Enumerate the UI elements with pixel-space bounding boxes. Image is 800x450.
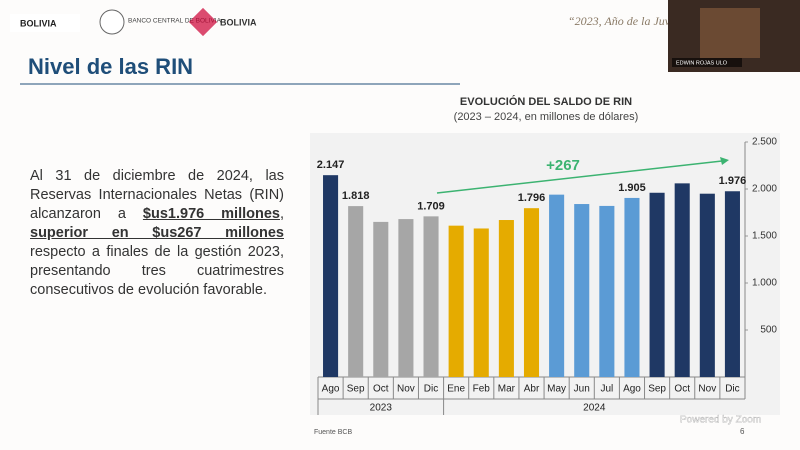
body-span: , [279, 206, 285, 222]
bar [373, 221, 389, 377]
page-number: 6 [740, 427, 745, 436]
y-tick-label: 1.500 [752, 231, 777, 242]
x-tick-label: Dic [424, 384, 438, 395]
annotation: +267 [546, 157, 580, 174]
source: Fuente BCB [314, 429, 352, 436]
logo-text: BOLIVIA [20, 18, 57, 28]
y-tick-label: 1.000 [752, 278, 777, 289]
bar [348, 206, 364, 377]
bar [498, 220, 514, 377]
bar [448, 225, 464, 377]
group-label: 2023 [370, 403, 393, 414]
bar [323, 175, 339, 377]
x-tick-label: Jul [600, 384, 613, 395]
chart-title: EVOLUCIÓN DEL SALDO DE RIN [460, 95, 632, 108]
value-label: 2.147 [317, 159, 345, 171]
bar [523, 208, 540, 377]
x-tick-label: Nov [698, 384, 716, 395]
x-tick-label: Ago [322, 384, 340, 395]
x-tick-label: Sep [648, 384, 666, 395]
bar [674, 183, 690, 377]
logo-box [10, 14, 80, 32]
bar [549, 194, 565, 377]
x-tick-label: Oct [373, 384, 389, 395]
annotation-arrow [436, 160, 723, 194]
bar [423, 216, 439, 377]
chart-subtitle: (2023 – 2024, en millones de dólares) [454, 111, 639, 123]
body-bold: $us1.976 millones [142, 206, 280, 222]
x-tick-label: Dic [725, 384, 739, 395]
value-label: 1.796 [518, 192, 546, 204]
motto: “2023, Año de la Juven [568, 14, 681, 28]
bar [574, 204, 590, 377]
zoom-name-bg [672, 58, 742, 67]
x-tick-label: May [547, 384, 566, 395]
body-span: respecto a finales de la gestión 2023, p… [30, 244, 284, 298]
logo-text: BOLIVIA [220, 17, 257, 27]
slide-title: Nivel de las RIN [28, 54, 193, 79]
body-span: Al 31 de diciembre de 2024, las Reservas… [30, 168, 284, 222]
bar [699, 193, 715, 377]
body-bold: superior en $us267 millones [30, 225, 284, 241]
bar [724, 191, 740, 377]
bar [649, 192, 665, 377]
value-label: 1.818 [342, 190, 370, 202]
bar [398, 219, 414, 377]
zoom-person [700, 8, 760, 58]
logo-seal [99, 9, 125, 35]
x-tick-label: Nov [397, 384, 415, 395]
x-tick-label: Feb [473, 384, 491, 395]
x-tick-label: Ago [623, 384, 641, 395]
logo-text: BANCO CENTRAL DE BOLIVIA [128, 18, 222, 25]
y-tick-label: 2.000 [752, 184, 777, 195]
value-label: 1.905 [618, 182, 646, 194]
bar [599, 205, 615, 377]
x-tick-label: Oct [674, 384, 690, 395]
bar [473, 228, 489, 377]
x-tick-label: Abr [524, 384, 540, 395]
zoom-name: EDWIN ROJAS ULO [676, 60, 728, 66]
bar [624, 197, 640, 377]
y-tick-label: 2.500 [752, 137, 777, 148]
x-tick-label: Mar [498, 384, 516, 395]
value-label: 1.709 [417, 200, 445, 212]
group-label: 2024 [583, 403, 606, 414]
x-tick-label: Jun [574, 384, 590, 395]
zoom-watermark: Powered by Zoom [680, 415, 761, 426]
value-label: 1.976 [719, 175, 747, 187]
x-tick-label: Sep [347, 384, 365, 395]
x-tick-label: Ene [447, 384, 465, 395]
annotation-arrowhead [720, 157, 729, 165]
body-text: Al 31 de diciembre de 2024, las Reservas… [30, 167, 284, 300]
y-tick-label: 500 [760, 325, 777, 336]
